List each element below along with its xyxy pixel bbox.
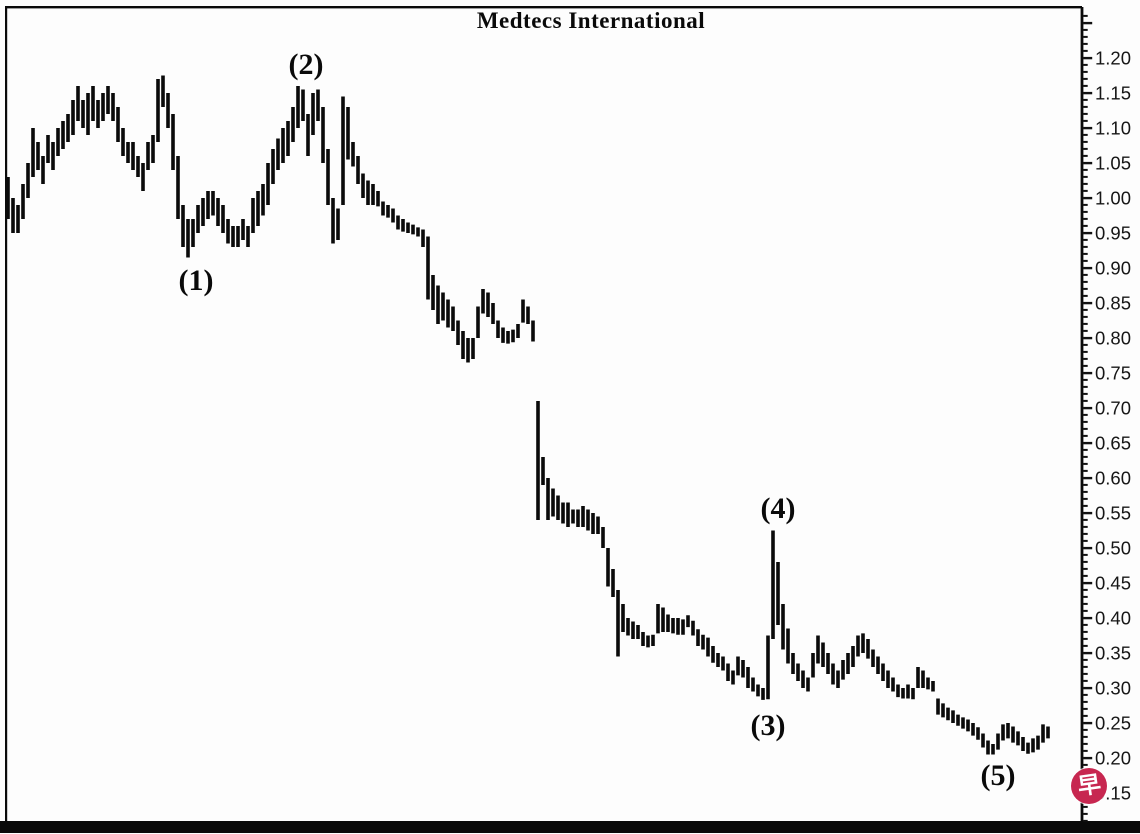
svg-text:0.60: 0.60 bbox=[1095, 468, 1131, 489]
price-bars bbox=[6, 75, 1050, 755]
y-axis-ticks bbox=[1083, 14, 1093, 822]
svg-text:1.15: 1.15 bbox=[1095, 83, 1131, 104]
svg-text:0.50: 0.50 bbox=[1095, 538, 1131, 559]
zaobao-logo: 早 bbox=[1071, 768, 1107, 804]
svg-text:0.35: 0.35 bbox=[1095, 643, 1131, 664]
annotation-3: (3) bbox=[750, 709, 786, 742]
svg-text:0.85: 0.85 bbox=[1095, 293, 1131, 314]
chart-frame bbox=[0, 6, 1140, 833]
svg-text:0.95: 0.95 bbox=[1095, 223, 1131, 244]
svg-text:0.25: 0.25 bbox=[1095, 713, 1131, 734]
svg-text:0.20: 0.20 bbox=[1095, 748, 1131, 769]
annotation-4: (4) bbox=[760, 492, 796, 525]
svg-text:0.45: 0.45 bbox=[1095, 573, 1131, 594]
annotation-1: (1) bbox=[178, 264, 214, 297]
annotation-2: (2) bbox=[288, 48, 324, 81]
zaobao-logo-glyph: 早 bbox=[1075, 771, 1103, 800]
svg-text:1.00: 1.00 bbox=[1095, 188, 1131, 209]
svg-text:1.10: 1.10 bbox=[1095, 118, 1131, 139]
chart-title: Medtecs International bbox=[476, 8, 706, 33]
svg-text:0.75: 0.75 bbox=[1095, 363, 1131, 384]
svg-text:0.40: 0.40 bbox=[1095, 608, 1131, 629]
svg-text:0.90: 0.90 bbox=[1095, 258, 1131, 279]
annotation-5: (5) bbox=[980, 759, 1016, 792]
svg-text:1.05: 1.05 bbox=[1095, 153, 1131, 174]
svg-text:0.65: 0.65 bbox=[1095, 433, 1131, 454]
y-axis-labels: 1.20 1.15 1.10 1.05 1.00 0.95 0.90 0.85 0.80 0.75… bbox=[1095, 48, 1131, 804]
svg-text:0.55: 0.55 bbox=[1095, 503, 1131, 524]
svg-text:0.70: 0.70 bbox=[1095, 398, 1131, 419]
svg-text:0.80: 0.80 bbox=[1095, 328, 1131, 349]
svg-text:1.20: 1.20 bbox=[1095, 48, 1131, 69]
svg-text:0.30: 0.30 bbox=[1095, 678, 1131, 699]
